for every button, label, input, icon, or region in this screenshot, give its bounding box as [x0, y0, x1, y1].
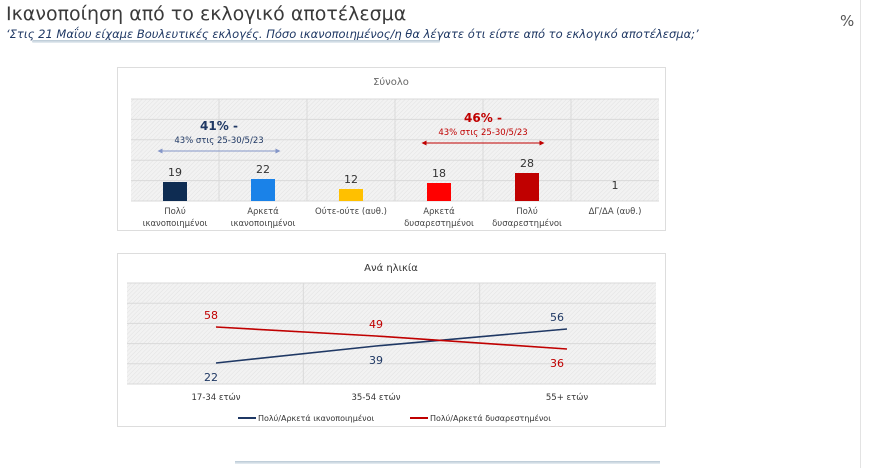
plot-area — [127, 283, 656, 384]
bar-value-label: 28 — [520, 157, 534, 170]
category-label: Πολύ — [516, 206, 538, 217]
category-label: ΔΓ/ΔΑ (αυθ.) — [589, 207, 642, 217]
category-label: Αρκετά — [247, 207, 279, 217]
category-label: ικανοποιημένοι — [143, 218, 208, 229]
category-label: Αρκετά — [423, 207, 455, 217]
right-divider — [860, 0, 861, 468]
data-label: 56 — [550, 311, 564, 324]
annotation-sub: 43% στις 25-30/5/23 — [174, 136, 263, 146]
bar-value-label: 19 — [168, 166, 182, 179]
bar — [515, 173, 539, 201]
bottom-decoration — [235, 461, 660, 464]
total-bar-chart: Σύνολο19Πολύικανοποιημένοι22Αρκετάικανοπ… — [131, 76, 659, 229]
bar-value-label: 1 — [612, 179, 619, 192]
page-title: Ικανοποίηση από το εκλογικό αποτέλεσμα — [6, 3, 407, 25]
chart-title: Σύνολο — [373, 76, 409, 88]
bar-value-label: 22 — [256, 163, 270, 176]
series-line — [215, 326, 568, 350]
annotation-main: 46% - — [464, 111, 502, 125]
category-label: 35-54 ετών — [352, 392, 401, 403]
data-label: 58 — [204, 309, 218, 322]
data-label: 36 — [550, 357, 564, 370]
annotation-sub: 43% στις 25-30/5/23 — [438, 128, 527, 138]
bar — [251, 179, 275, 201]
unit-label: % — [840, 12, 855, 30]
title-underline — [32, 40, 440, 43]
category-label: ικανοποιημένοι — [231, 218, 296, 229]
age-chart-panel: Ανά ηλικία 22 39 56 Πολύ/Αρκετά ικανοποιημέν… — [117, 253, 666, 427]
annotation-main: 41% - — [200, 119, 238, 133]
data-label: 49 — [369, 318, 383, 331]
category-label: δυσαρεστημένοι — [404, 218, 474, 229]
bar-value-label: 18 — [432, 167, 446, 180]
bar-value-label: 12 — [344, 173, 358, 186]
total-chart-panel: Σύνολο 19 Πολύ ικανοποιημένοι 22 Αρκετά ικανοπ… — [117, 67, 666, 231]
bar — [427, 183, 451, 201]
chart-title: Ανά ηλικία — [364, 262, 418, 274]
age-line-chart: Ανά ηλικία 22 39 56 Πολύ/Αρκετά ικανοποιημέν… — [127, 262, 656, 423]
category-label: Πολύ — [164, 206, 186, 217]
question-subtitle: ‘Στις 21 Μαΐου είχαμε Βουλευτικές εκλογέ… — [6, 27, 699, 41]
category-label: Ούτε-ούτε (αυθ.) — [315, 206, 387, 217]
category-label: 55+ ετών — [546, 392, 588, 403]
bar — [163, 182, 187, 201]
bar — [339, 189, 363, 201]
data-label: 22 — [204, 371, 218, 384]
legend-label: Πολύ/Αρκετά δυσαρεστημένοι — [430, 413, 551, 423]
series-line — [215, 328, 568, 364]
category-label: 17-34 ετών — [192, 392, 241, 403]
category-label: δυσαρεστημένοι — [492, 218, 562, 229]
legend-label: Πολύ/Αρκετά ικανοποιημένοι — [258, 413, 375, 423]
data-label: 39 — [369, 354, 383, 367]
